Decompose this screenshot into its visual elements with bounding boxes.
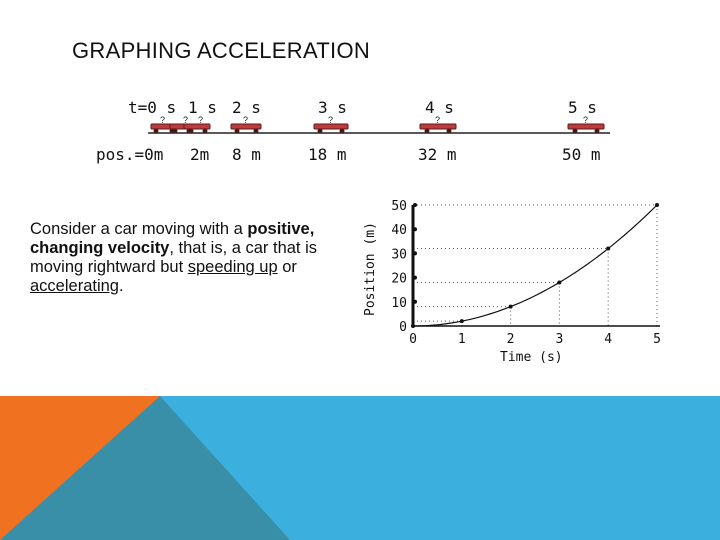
pos-label-4: 32 m — [418, 145, 457, 164]
y-tick-label: 50 — [391, 199, 407, 214]
x-tick-label: 4 — [604, 332, 612, 347]
y-tick-mark — [413, 299, 417, 304]
y-axis-label: Position (m) — [363, 222, 378, 316]
y-tick-label: 10 — [391, 296, 407, 311]
x-tick-label: 5 — [653, 332, 661, 347]
data-point — [606, 246, 611, 251]
body-underline-1: speeding up — [187, 258, 278, 276]
time-label-4: 4 s — [425, 98, 454, 117]
y-tick-label: 40 — [391, 223, 407, 238]
x-tick-label: 0 — [409, 332, 417, 347]
data-point — [557, 280, 562, 285]
position-time-chart: 0 10 20 30 40 50 0 1 2 3 4 5 Position (m) Time (s) — [363, 199, 661, 365]
pos-label-5: 50 m — [562, 145, 601, 164]
body-paragraph: Consider a car moving with a positive, c… — [30, 220, 318, 295]
car-icon-5: ? — [419, 115, 457, 134]
data-point — [508, 304, 513, 309]
svg-text:?: ? — [160, 115, 165, 125]
body-underline-2: accelerating — [30, 277, 119, 295]
svg-text:?: ? — [243, 115, 248, 125]
y-tick-mark — [413, 251, 417, 256]
pos-label-0: pos.=0m — [96, 145, 163, 164]
decorative-banner — [0, 396, 720, 540]
pos-label-2: 8 m — [232, 145, 261, 164]
car-icon-2: ? — [183, 115, 211, 134]
svg-text:?: ? — [583, 115, 588, 125]
x-tick-labels: 0 1 2 3 4 5 — [409, 332, 661, 347]
position-curve — [412, 204, 658, 327]
chart-grid — [413, 204, 658, 326]
car-icons: ? ? ? ? ? ? ? — [150, 115, 605, 134]
data-point — [411, 324, 415, 328]
y-tick-labels: 0 10 20 30 40 50 — [391, 199, 417, 335]
y-tick-label: 30 — [391, 247, 407, 262]
car-icon-6: ? — [567, 115, 605, 134]
time-label-0: t=0 s — [128, 98, 176, 117]
x-axis-label: Time (s) — [500, 350, 563, 365]
data-point — [459, 319, 464, 324]
y-tick-mark — [413, 275, 417, 280]
y-tick-mark — [413, 203, 417, 207]
car-icon-4: ? — [313, 115, 349, 134]
svg-text:?: ? — [183, 115, 188, 125]
body-bold-phrase: positive, changing velocity — [30, 220, 315, 257]
pos-label-1: 2m — [190, 145, 209, 164]
svg-text:?: ? — [198, 115, 203, 125]
svg-text:?: ? — [435, 115, 440, 125]
time-label-1: 1 s — [188, 98, 217, 117]
y-tick-label: 20 — [391, 272, 407, 287]
car-icon-3: ? — [230, 115, 262, 134]
motion-strip-diagram: t=0 s 1 s 2 s 3 s 4 s 5 s pos.=0m 2m 8 m… — [96, 98, 610, 164]
x-tick-label: 3 — [555, 332, 563, 347]
y-tick-label: 0 — [399, 320, 407, 335]
banner-orange — [0, 396, 160, 540]
y-tick-mark — [413, 227, 417, 232]
slide-title: GRAPHING ACCELERATION — [72, 38, 371, 63]
time-label-2: 2 s — [232, 98, 261, 117]
data-points — [411, 203, 659, 328]
time-label-3: 3 s — [318, 98, 347, 117]
x-tick-label: 1 — [458, 332, 466, 347]
time-label-5: 5 s — [568, 98, 597, 117]
svg-text:?: ? — [328, 115, 333, 125]
data-point — [655, 203, 659, 207]
pos-label-3: 18 m — [308, 145, 347, 164]
x-tick-label: 2 — [507, 332, 515, 347]
